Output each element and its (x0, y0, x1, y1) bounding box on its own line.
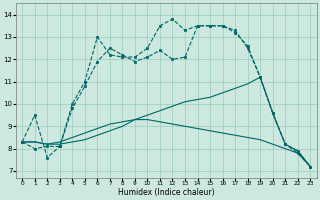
X-axis label: Humidex (Indice chaleur): Humidex (Indice chaleur) (118, 188, 214, 197)
